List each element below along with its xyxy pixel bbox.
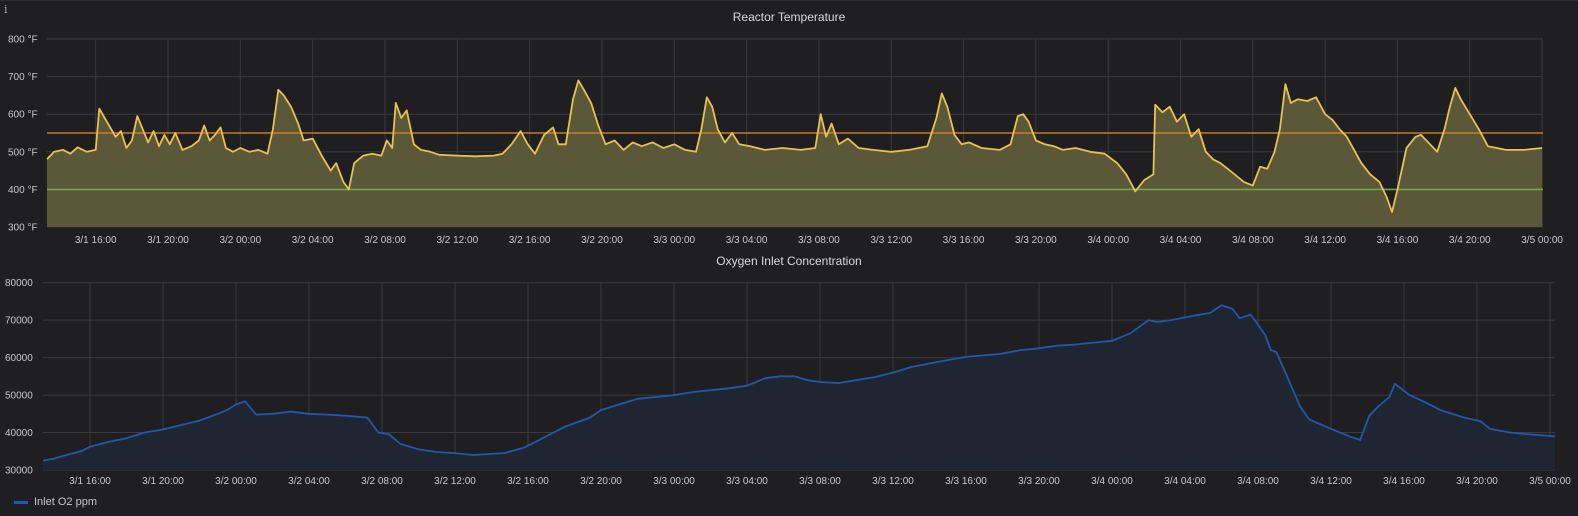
legend-item-inlet-o2[interactable]: Inlet O2 ppm [14,496,97,508]
x-tick-label: 3/4 04:00 [1160,235,1202,246]
oxygen-inlet-title: Oxygen Inlet Concentration [716,254,862,268]
y-tick-label: 500 °F [8,147,38,158]
y-tick-label: 50000 [5,391,33,402]
y-tick-label: 70000 [5,316,33,327]
y-tick-label: 800 °F [8,35,38,46]
y-tick-label: 400 °F [8,185,38,196]
x-tick-label: 3/2 08:00 [361,476,403,487]
x-tick-label: 3/4 08:00 [1237,476,1279,487]
x-tick-label: 3/2 04:00 [292,235,334,246]
x-tick-label: 3/4 04:00 [1164,476,1206,487]
x-tick-label: 3/3 16:00 [945,476,987,487]
x-tick-label: 3/3 08:00 [798,235,840,246]
x-tick-label: 3/2 00:00 [215,476,257,487]
x-tick-label: 3/3 00:00 [653,476,695,487]
x-tick-label: 3/2 12:00 [436,235,478,246]
x-tick-label: 3/4 16:00 [1377,235,1419,246]
x-tick-label: 3/2 16:00 [509,235,551,246]
x-tick-label: 3/5 00:00 [1529,476,1571,487]
x-tick-label: 3/4 12:00 [1310,476,1352,487]
x-tick-label: 3/2 20:00 [581,235,623,246]
series-line [46,79,1543,213]
y-tick-label: 600 °F [8,110,38,121]
x-tick-label: 3/1 20:00 [142,476,184,487]
x-tick-label: 3/3 12:00 [870,235,912,246]
info-icon[interactable]: i [4,3,8,16]
y-tick-label: 300 °F [8,223,38,234]
y-tick-label: 700 °F [8,72,38,83]
x-tick-label: 3/3 20:00 [1018,476,1060,487]
oxygen-inlet-panel: Oxygen Inlet Concentration 30000 40000 500… [0,252,1578,516]
x-tick-label: 3/1 16:00 [75,235,117,246]
x-tick-label: 3/4 20:00 [1456,476,1498,487]
x-tick-label: 3/4 12:00 [1304,235,1346,246]
x-tick-label: 3/2 08:00 [364,235,406,246]
x-tick-label: 3/2 16:00 [507,476,549,487]
y-tick-label: 80000 [5,278,33,289]
reactor-temperature-title: Reactor Temperature [732,10,846,24]
x-tick-label: 3/4 00:00 [1091,476,1133,487]
x-tick-label: 3/4 20:00 [1449,235,1491,246]
oxygen-inlet-chart: 30000 40000 50000 60000 70000 80000 3/1 16:00 3… [5,278,1571,487]
x-tick-label: 3/2 04:00 [288,476,330,487]
x-tick-label: 3/4 16:00 [1383,476,1425,487]
y-tick-label: 60000 [5,353,33,364]
legend-swatch [14,500,28,504]
x-tick-label: 3/2 20:00 [580,476,622,487]
x-tick-label: 3/1 20:00 [147,235,189,246]
legend-label: Inlet O2 ppm [34,496,97,508]
y-tick-label: 30000 [5,466,33,477]
x-tick-label: 3/3 12:00 [872,476,914,487]
x-tick-label: 3/3 08:00 [799,476,841,487]
x-tick-label: 3/3 04:00 [726,476,768,487]
x-tick-label: 3/3 16:00 [943,235,985,246]
x-tick-label: 3/3 04:00 [726,235,768,246]
x-tick-label: 3/3 20:00 [1015,235,1057,246]
series-area-fill [43,305,1555,470]
series-line [42,304,1556,462]
reactor-temperature-panel: i Reactor Temperature 300 °F 400 °F 500 °F… [0,0,1578,253]
series-area-fill [47,80,1543,228]
x-tick-label: 3/5 00:00 [1521,235,1563,246]
x-tick-label: 3/1 16:00 [69,476,111,487]
x-tick-label: 3/4 00:00 [1087,235,1129,246]
x-tick-label: 3/4 08:00 [1232,235,1274,246]
x-tick-label: 3/2 00:00 [219,235,261,246]
y-tick-label: 40000 [5,428,33,439]
reactor-temperature-chart: 300 °F 400 °F 500 °F 600 °F 700 °F 800 °F 3/1 … [8,35,1563,247]
x-tick-label: 3/2 12:00 [434,476,476,487]
x-tick-label: 3/3 00:00 [653,235,695,246]
